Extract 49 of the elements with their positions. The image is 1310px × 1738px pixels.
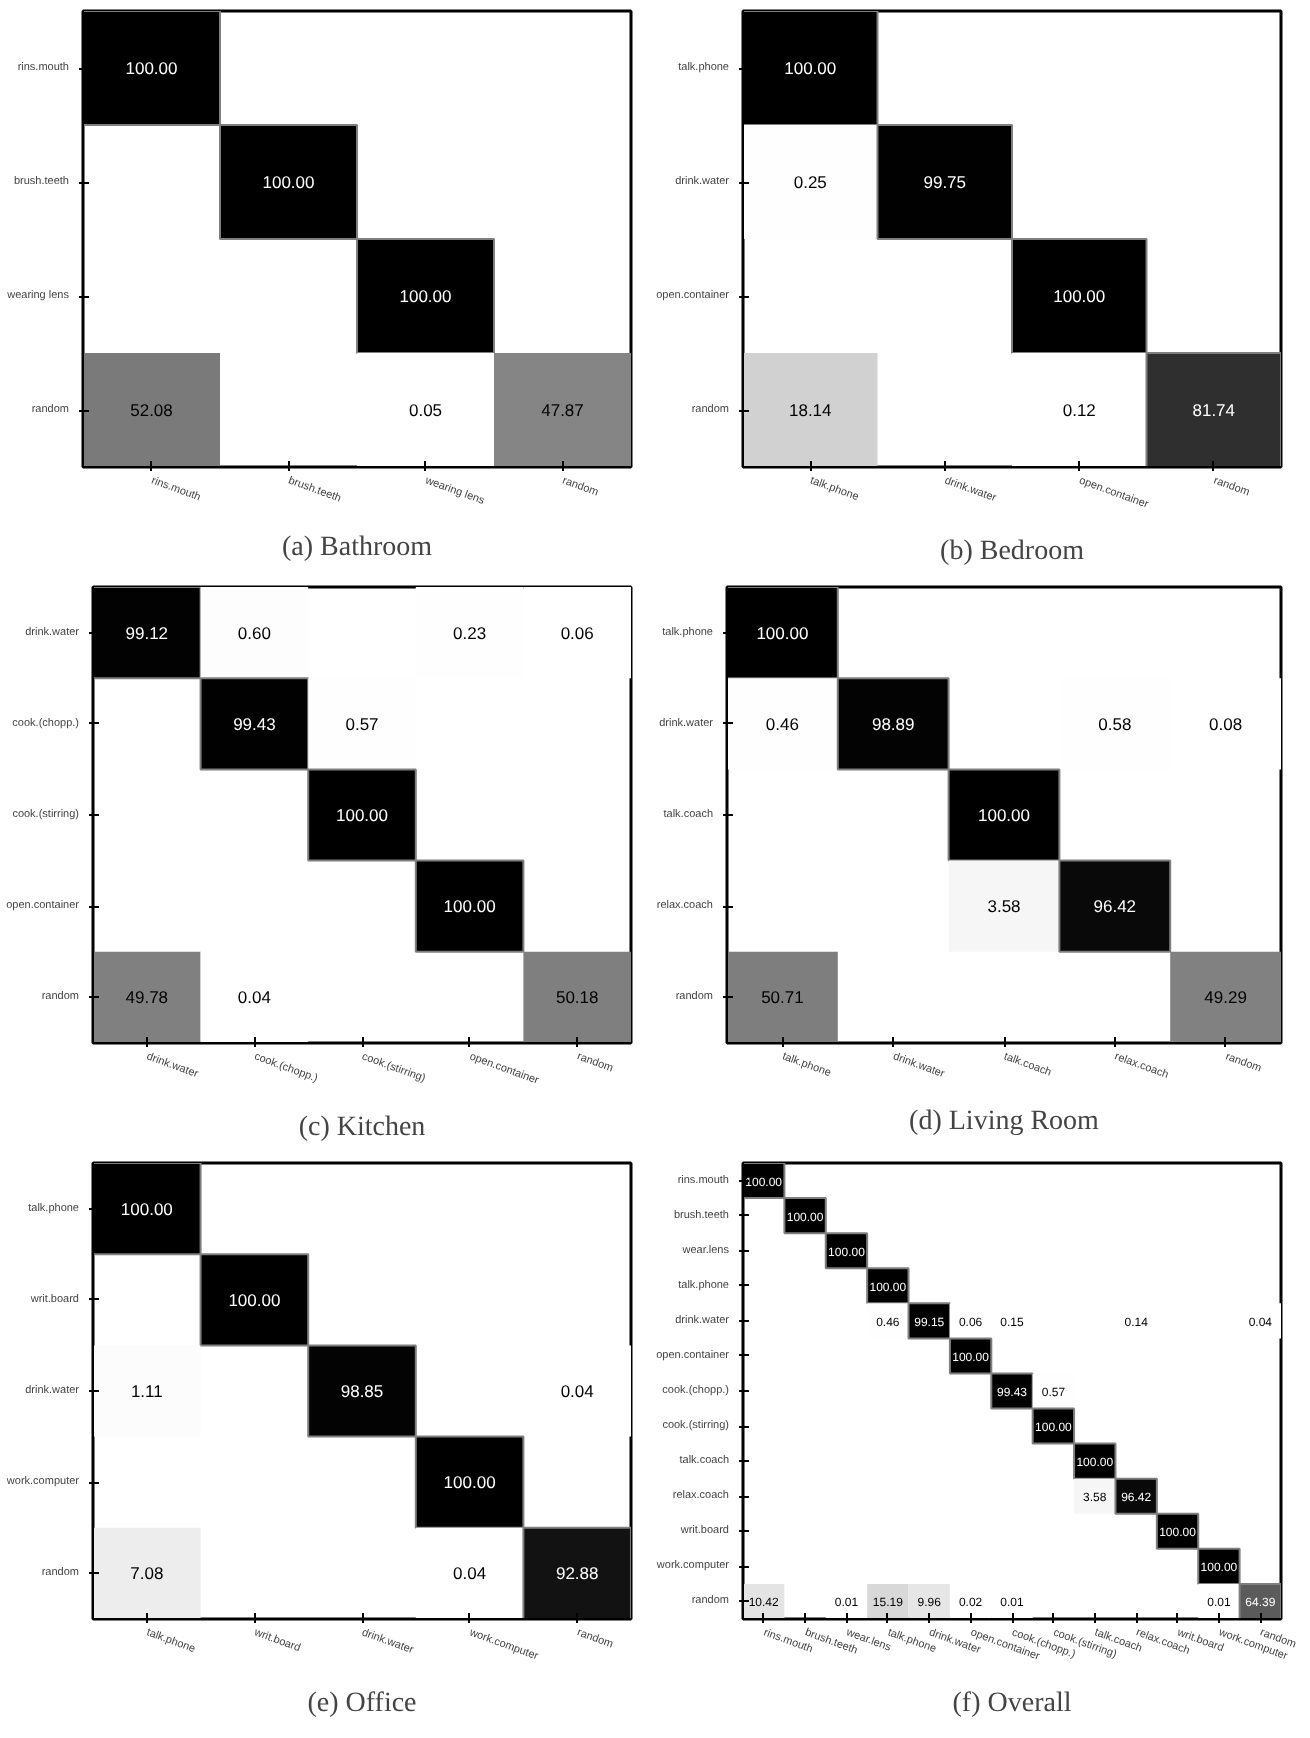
data-label: 100.00 [262, 172, 316, 192]
text: (c) Kitchen [298, 1113, 426, 1143]
text: (a) Bathroom [281, 533, 433, 563]
data-label: 100.00 [1053, 286, 1106, 306]
data-label: 100.00 [125, 58, 179, 78]
data-label: 49.78 [125, 987, 169, 1008]
data-label: 0.58 [1098, 713, 1132, 734]
data-label: 99.75 [923, 172, 967, 192]
text: (b) Bedroom [940, 537, 1085, 567]
text: (f) Overall [952, 1689, 1072, 1719]
data-label: 49.29 [1204, 987, 1248, 1008]
data-label: 0.06 [560, 622, 595, 643]
data-label: 0.25 [793, 172, 828, 192]
data-label: 100.00 [756, 622, 809, 643]
data-label: 3.58 [987, 896, 1022, 917]
data-label: 0.08 [1209, 713, 1243, 734]
data-label: 0.23 [453, 622, 487, 643]
data-label: 50.71 [761, 987, 805, 1008]
data-label: 52.08 [130, 400, 174, 420]
data-label: 0.57 [345, 713, 380, 734]
text: (d) Living Room [909, 1107, 1100, 1137]
data-label: 0.04 [560, 1381, 595, 1401]
data-label: 100.00 [443, 1472, 497, 1493]
data-label: 18.14 [788, 400, 833, 420]
data-label: 100.00 [228, 1289, 281, 1310]
data-label: 100.00 [336, 805, 389, 825]
data-label: 100.00 [784, 58, 837, 78]
data-label: 96.42 [1093, 896, 1137, 917]
data-label: 0.05 [408, 400, 443, 420]
data-label: 99.12 [125, 622, 169, 643]
data-label: 0.04 [237, 987, 272, 1008]
data-label: 81.74 [1192, 400, 1236, 420]
data-label: 0.46 [765, 713, 800, 734]
data-label: 100.00 [399, 286, 453, 306]
data-label: 47.87 [541, 400, 585, 420]
data-label: 100.00 [120, 1198, 174, 1219]
data-label: 99.43 [233, 713, 277, 734]
data-label: 1.11 [130, 1381, 164, 1401]
data-label: 100.00 [443, 896, 497, 917]
data-label: 0.04 [453, 1563, 487, 1584]
data-label: 100.00 [978, 805, 1031, 825]
data-label: 92.88 [555, 1563, 600, 1584]
data-label: 7.08 [130, 1563, 164, 1584]
data-label: 0.60 [237, 622, 272, 643]
data-label: 0.12 [1062, 400, 1097, 420]
data-label: 50.18 [555, 987, 600, 1008]
text: (e) Office [307, 1689, 417, 1719]
data-label: 98.85 [340, 1381, 384, 1401]
data-label: 98.89 [871, 713, 916, 734]
